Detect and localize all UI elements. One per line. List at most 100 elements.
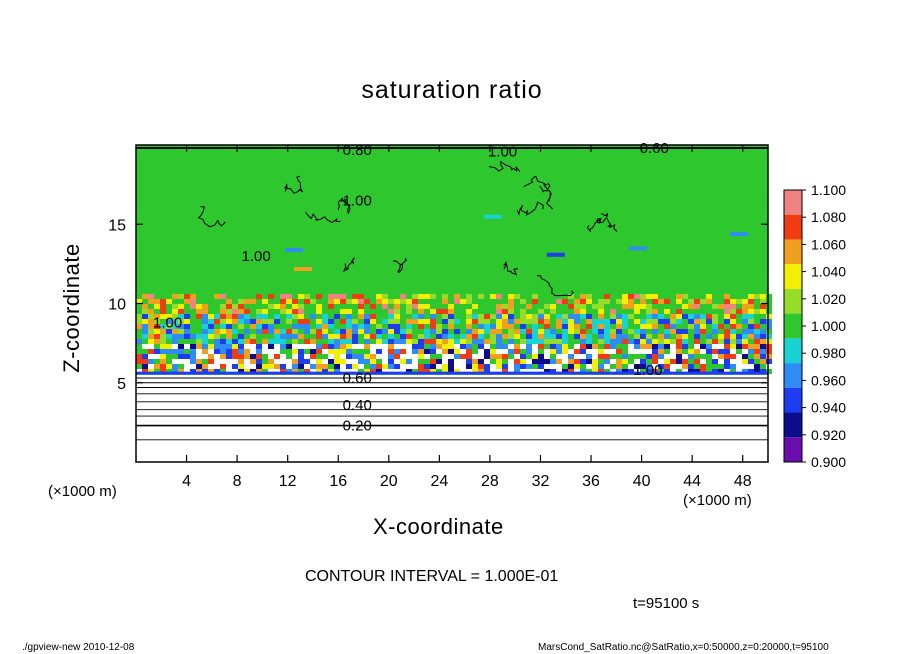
- heatmap-cell: [736, 358, 742, 364]
- heatmap-cell: [586, 333, 592, 339]
- heatmap-cell: [208, 358, 214, 364]
- heatmap-cell: [382, 348, 388, 354]
- heatmap-cell: [640, 358, 646, 364]
- heatmap-cell: [718, 298, 724, 304]
- heatmap-cell: [754, 338, 760, 344]
- heatmap-cell: [526, 348, 532, 354]
- heatmap-cell: [184, 368, 190, 374]
- heatmap-cell: [622, 303, 628, 309]
- heatmap-cell: [544, 333, 550, 339]
- heatmap-cell: [562, 338, 568, 344]
- heatmap-cell: [490, 313, 496, 319]
- heatmap-cell: [322, 338, 328, 344]
- heatmap-cell: [460, 363, 466, 369]
- heatmap-cell: [670, 343, 676, 349]
- heatmap-cell: [634, 303, 640, 309]
- heatmap-cell: [706, 368, 712, 374]
- heatmap-cell: [178, 338, 184, 344]
- heatmap-cell: [568, 308, 574, 314]
- heatmap-cell: [400, 318, 406, 324]
- heatmap-cell: [172, 313, 178, 319]
- heatmap-cell: [688, 348, 694, 354]
- heatmap-cell: [244, 333, 250, 339]
- heatmap-cell: [424, 343, 430, 349]
- heatmap-cell: [196, 328, 202, 334]
- heatmap-cell: [388, 368, 394, 374]
- heatmap-cell: [478, 358, 484, 364]
- heatmap-cell: [634, 323, 640, 329]
- heatmap-cell: [556, 303, 562, 309]
- heatmap-cell: [706, 303, 712, 309]
- heatmap-cell: [226, 353, 232, 359]
- heatmap-cell: [268, 328, 274, 334]
- heatmap-cell: [538, 318, 544, 324]
- heatmap-cell: [688, 338, 694, 344]
- heatmap-cell: [280, 353, 286, 359]
- heatmap-cell: [730, 343, 736, 349]
- heatmap-cell: [364, 363, 370, 369]
- heatmap-cell: [142, 353, 148, 359]
- heatmap-cell: [568, 363, 574, 369]
- heatmap-cell: [322, 293, 328, 299]
- heatmap-cell: [664, 308, 670, 314]
- heatmap-cell: [718, 303, 724, 309]
- heatmap-cell: [454, 368, 460, 374]
- x-tick-label: 20: [380, 473, 398, 490]
- heatmap-cell: [622, 353, 628, 359]
- heatmap-cell: [562, 358, 568, 364]
- heatmap-cell: [694, 328, 700, 334]
- heatmap-cell: [622, 363, 628, 369]
- heatmap-cell: [388, 353, 394, 359]
- heatmap-cell: [604, 298, 610, 304]
- heatmap-cell: [196, 333, 202, 339]
- heatmap-cell: [418, 348, 424, 354]
- heatmap-cell: [418, 298, 424, 304]
- heatmap-cell: [736, 298, 742, 304]
- heatmap-cell: [196, 338, 202, 344]
- heatmap-cell: [634, 363, 640, 369]
- heatmap-cell: [496, 333, 502, 339]
- heatmap-cell: [628, 338, 634, 344]
- heatmap-cell: [328, 318, 334, 324]
- heatmap-cell: [220, 313, 226, 319]
- heatmap-cell: [664, 298, 670, 304]
- heatmap-cell: [166, 328, 172, 334]
- heatmap-cell: [436, 353, 442, 359]
- heatmap-cell: [586, 358, 592, 364]
- heatmap-cell: [568, 348, 574, 354]
- heatmap-cell: [544, 323, 550, 329]
- heatmap-cell: [454, 313, 460, 319]
- heatmap-cell: [664, 348, 670, 354]
- heatmap-cell: [730, 368, 736, 374]
- heatmap-cell: [424, 358, 430, 364]
- heatmap-cell: [610, 338, 616, 344]
- heatmap-cell: [184, 343, 190, 349]
- heatmap-cell: [268, 308, 274, 314]
- heatmap-cell: [496, 313, 502, 319]
- heatmap-cell: [646, 343, 652, 349]
- heatmap-cell: [376, 338, 382, 344]
- heatmap-cell: [646, 303, 652, 309]
- heatmap-feature: [730, 232, 749, 237]
- heatmap-cell: [412, 368, 418, 374]
- heatmap-cell: [214, 313, 220, 319]
- heatmap-cell: [250, 303, 256, 309]
- heatmap-cell: [658, 333, 664, 339]
- heatmap-cell: [634, 358, 640, 364]
- heatmap-cell: [646, 328, 652, 334]
- heatmap-cell: [280, 308, 286, 314]
- heatmap-cell: [736, 318, 742, 324]
- heatmap-cell: [406, 293, 412, 299]
- heatmap-cell: [514, 318, 520, 324]
- heatmap-cell: [670, 293, 676, 299]
- heatmap-cell: [526, 363, 532, 369]
- heatmap-cell: [316, 328, 322, 334]
- heatmap-cell: [244, 293, 250, 299]
- heatmap-cell: [136, 363, 142, 369]
- heatmap-cell: [466, 328, 472, 334]
- heatmap-cell: [658, 343, 664, 349]
- heatmap-cell: [544, 318, 550, 324]
- heatmap-cell: [652, 303, 658, 309]
- heatmap-cell: [424, 368, 430, 374]
- heatmap-cell: [184, 363, 190, 369]
